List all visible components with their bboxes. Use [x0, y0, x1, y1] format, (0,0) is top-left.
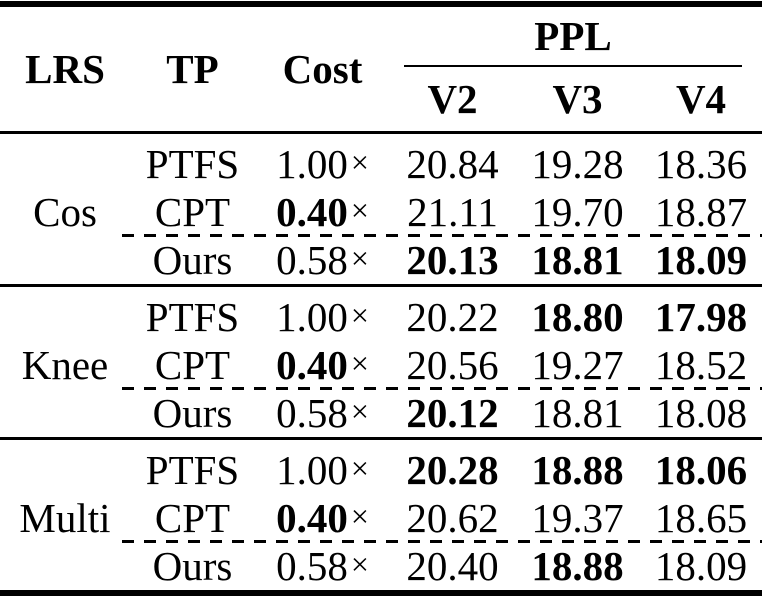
table-header: LRS TP Cost PPL V2 V3 V4	[0, 7, 762, 131]
cost-cell: 1.00 ×	[255, 293, 390, 341]
group-label: Cos	[33, 188, 97, 235]
cost-cell: 0.40 ×	[255, 494, 390, 542]
cost-value: 0.58	[276, 236, 348, 283]
group-label: Knee	[21, 341, 109, 388]
cost-cell: 1.00 ×	[255, 140, 390, 188]
times-symbol: ×	[350, 145, 369, 180]
ppl-v4-cell: 18.65	[654, 494, 748, 541]
tp-cell: Ours	[152, 236, 233, 283]
col-header-tp: TP	[166, 45, 219, 92]
ppl-v2-cell: 20.12	[406, 389, 499, 436]
cost-value: 0.40	[276, 494, 348, 541]
times-symbol: ×	[350, 451, 369, 486]
group-rule	[0, 437, 762, 440]
cost-cell: 0.58 ×	[255, 542, 390, 590]
col-header-v4: V4	[675, 75, 727, 122]
tp-cell: PTFS	[145, 293, 240, 340]
cost-value: 1.00	[276, 140, 348, 187]
ppl-v2-cell: 21.11	[407, 188, 498, 235]
bottom-rule	[0, 590, 762, 596]
col-header-v3: V3	[552, 75, 603, 122]
ppl-v2-cell: 20.22	[406, 293, 499, 340]
ppl-v3-cell: 19.27	[531, 341, 624, 388]
ppl-v2-cell: 20.56	[406, 341, 499, 388]
ppl-v2-cell: 20.13	[406, 236, 499, 283]
times-symbol: ×	[350, 547, 369, 582]
tp-cell: PTFS	[145, 446, 240, 493]
tp-cell: Ours	[152, 389, 233, 436]
cost-cell: 1.00 ×	[255, 446, 390, 494]
results-table: LRS TP Cost PPL V2 V3 V4 Cos PTFS 1.00 × …	[0, 1, 762, 596]
cost-value: 0.40	[276, 188, 348, 235]
ppl-v4-cell: 18.36	[654, 140, 748, 187]
dashed-separator	[122, 234, 762, 237]
cost-value: 0.58	[276, 542, 348, 589]
cost-value: 0.40	[276, 341, 348, 388]
cost-cell: 0.58 ×	[255, 236, 390, 284]
ppl-v3-cell: 19.37	[531, 494, 624, 541]
cost-value: 1.00	[276, 293, 348, 340]
ppl-v3-cell: 18.88	[531, 446, 624, 493]
dashed-separator	[122, 387, 762, 390]
header-rule	[0, 131, 762, 134]
ppl-v3-cell: 18.88	[531, 542, 624, 589]
ppl-v3-cell: 18.80	[531, 293, 624, 340]
group-label: Multi	[19, 494, 111, 541]
ppl-v2-cell: 20.62	[406, 494, 499, 541]
times-symbol: ×	[350, 499, 369, 534]
col-header-ppl: PPL	[404, 7, 742, 67]
ppl-v3-cell: 19.28	[531, 140, 624, 187]
tp-cell: CPT	[154, 188, 231, 235]
times-symbol: ×	[350, 394, 369, 429]
ppl-v4-cell: 17.98	[654, 293, 748, 340]
tp-cell: CPT	[154, 341, 231, 388]
ppl-v4-cell: 18.09	[654, 542, 748, 589]
ppl-v2-cell: 20.28	[406, 446, 499, 493]
ppl-v2-cell: 20.40	[406, 542, 499, 589]
cost-value: 1.00	[276, 446, 348, 493]
dashed-separator	[122, 540, 762, 543]
ppl-v3-cell: 18.81	[531, 236, 624, 283]
ppl-v4-cell: 18.09	[654, 236, 748, 283]
ppl-v2-cell: 20.84	[406, 140, 499, 187]
cost-value: 0.58	[276, 389, 348, 436]
group-multi: Multi PTFS 1.00 × 20.28 18.88 18.06 CPT 0…	[0, 440, 762, 590]
tp-cell: CPT	[154, 494, 231, 541]
ppl-v3-cell: 18.81	[531, 389, 624, 436]
group-cos: Cos PTFS 1.00 × 20.84 19.28 18.36 CPT 0.4…	[0, 134, 762, 284]
col-header-cost: Cost	[282, 45, 363, 92]
times-symbol: ×	[350, 193, 369, 228]
ppl-v4-cell: 18.52	[654, 341, 748, 388]
times-symbol: ×	[350, 241, 369, 276]
group-rule	[0, 284, 762, 287]
tp-cell: Ours	[152, 542, 233, 589]
cost-cell: 0.58 ×	[255, 389, 390, 437]
col-header-lrs: LRS	[25, 45, 105, 92]
col-header-v2: V2	[427, 75, 478, 122]
times-symbol: ×	[350, 346, 369, 381]
cost-cell: 0.40 ×	[255, 341, 390, 389]
ppl-v3-cell: 19.70	[531, 188, 624, 235]
ppl-v4-cell: 18.06	[654, 446, 748, 493]
ppl-v4-cell: 18.87	[654, 188, 748, 235]
top-rule	[0, 1, 762, 7]
ppl-v4-cell: 18.08	[654, 389, 748, 436]
cost-cell: 0.40 ×	[255, 188, 390, 236]
times-symbol: ×	[350, 298, 369, 333]
group-knee: Knee PTFS 1.00 × 20.22 18.80 17.98 CPT 0.…	[0, 287, 762, 437]
tp-cell: PTFS	[145, 140, 240, 187]
